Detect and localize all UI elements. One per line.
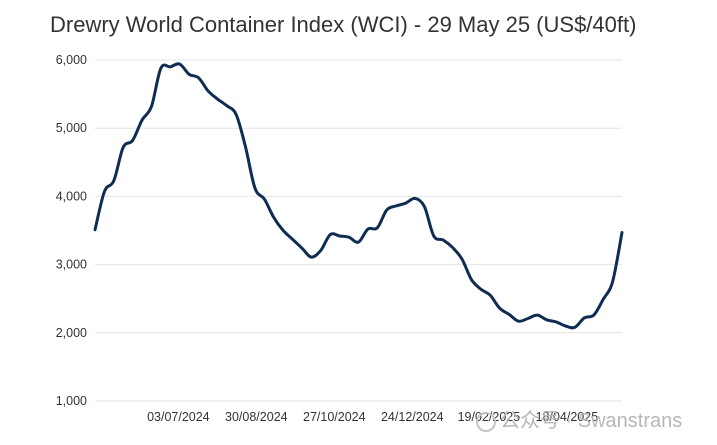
series-line-wci xyxy=(93,62,624,330)
watermark-text: 公众号 · Swanstrans xyxy=(500,410,683,432)
y-tick-label: 1,000 xyxy=(56,394,87,408)
x-axis-ticks: 03/07/2024 30/08/2024 27/10/2024 24/12/2024… xyxy=(147,410,598,424)
x-tick-label: 30/08/2024 xyxy=(225,410,288,424)
y-tick-label: 2,000 xyxy=(56,326,87,340)
x-tick-label: 24/12/2024 xyxy=(381,410,444,424)
y-tick-label: 3,000 xyxy=(56,258,87,272)
chart-title: Drewry World Container Index (WCI) - 29 … xyxy=(50,12,637,37)
wechat-icon xyxy=(476,411,496,432)
y-tick-label: 5,000 xyxy=(56,121,87,135)
x-tick-label: 27/10/2024 xyxy=(303,410,366,424)
x-tick-label: 18/04/2025 xyxy=(536,410,599,424)
y-tick-label: 6,000 xyxy=(56,53,87,67)
y-tick-label: 4,000 xyxy=(56,189,87,203)
x-tick-label: 03/07/2024 xyxy=(147,410,210,424)
y-axis-ticks: 1,000 2,000 3,000 4,000 5,000 6,000 xyxy=(56,53,87,408)
grid-lines xyxy=(95,59,622,402)
watermark: 公众号 · Swanstrans xyxy=(476,404,682,433)
